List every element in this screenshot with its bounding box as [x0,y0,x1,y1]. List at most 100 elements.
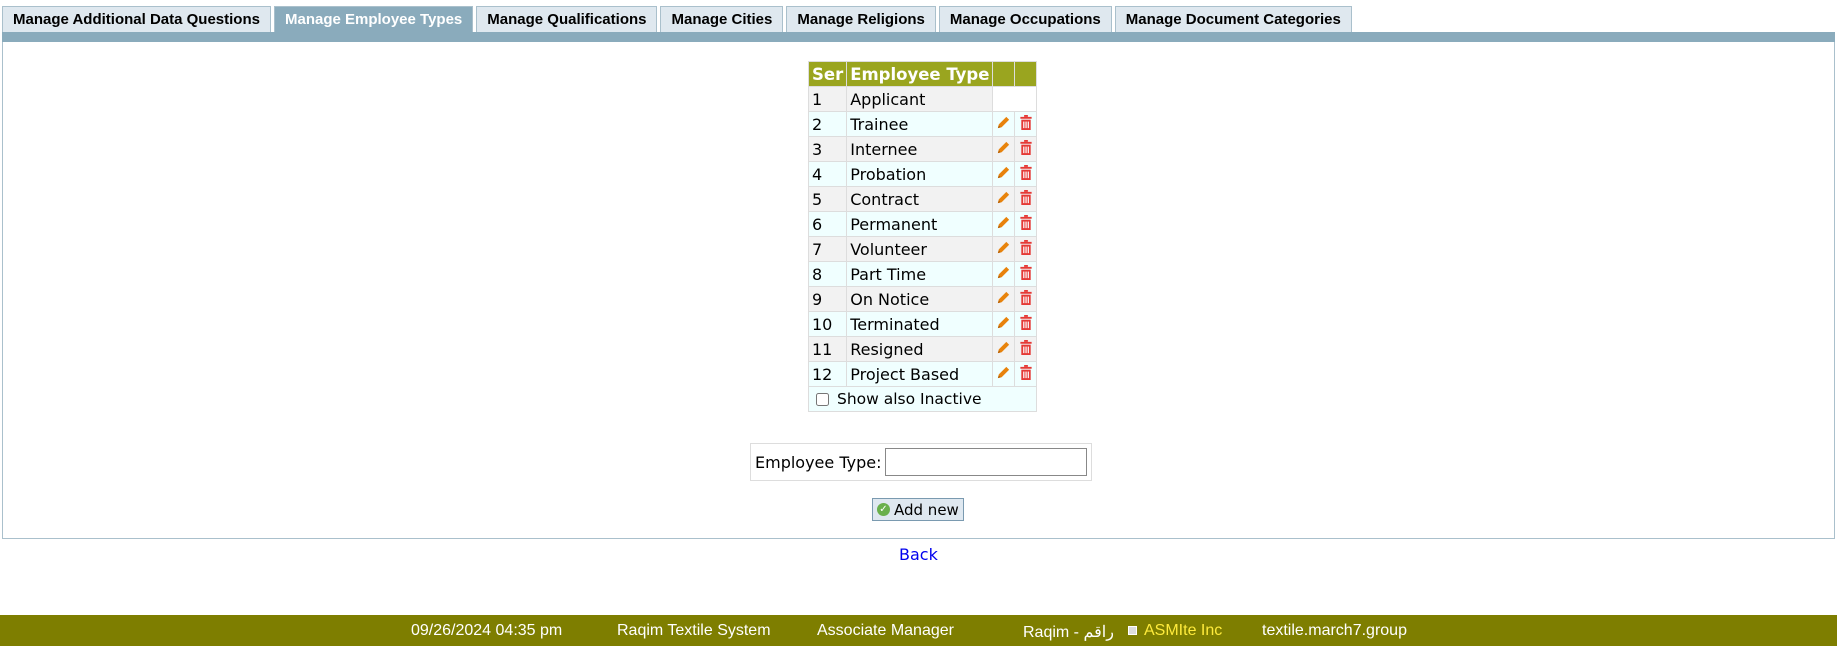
add-form: Employee Type: [750,443,1093,481]
footer-company[interactable]: ASMIte Inc [1144,622,1223,639]
show-inactive-checkbox[interactable] [816,392,829,406]
delete-button[interactable] [1014,236,1038,262]
content-panel [2,42,1835,539]
ser-cell: 5 [807,186,848,212]
pencil-icon [996,365,1011,384]
table-row: 1 Applicant [807,86,1038,112]
ser-cell: 3 [807,136,848,162]
tab-manage-cities[interactable]: Manage Cities [660,6,784,33]
no-actions [992,86,1038,112]
ser-cell: 4 [807,161,848,187]
trash-icon [1019,314,1033,334]
trash-icon [1019,114,1033,134]
footer-domain: textile.march7.group [1262,622,1407,639]
table-row: 3 Internee [807,136,1038,162]
type-cell: Permanent [846,211,994,237]
table-row: 5 Contract [807,186,1038,212]
edit-button[interactable] [992,186,1016,212]
ser-cell: 8 [807,261,848,287]
delete-button[interactable] [1014,286,1038,312]
edit-button[interactable] [992,286,1016,312]
table-row: 4 Probation [807,161,1038,187]
show-inactive-row: Show also Inactive [807,386,1038,412]
edit-button[interactable] [992,161,1016,187]
table-row: 9 On Notice [807,286,1038,312]
edit-button[interactable] [992,211,1016,237]
delete-button[interactable] [1014,361,1038,387]
tab-bar: Manage Additional Data Questions Manage E… [2,6,1352,39]
type-cell: On Notice [846,286,994,312]
edit-button[interactable] [992,311,1016,337]
add-new-button[interactable]: ✓ Add new [872,498,964,521]
tab-manage-occupations[interactable]: Manage Occupations [938,6,1112,33]
trash-icon [1019,364,1033,384]
employee-types-table: Ser Employee Type 1 Applicant 2 Trainee 3 Int… [807,61,1038,412]
footer-system: Raqim Textile System [617,622,771,639]
pencil-icon [996,315,1011,334]
tab-manage-additional-data-questions[interactable]: Manage Additional Data Questions [2,6,271,33]
col-ser: Ser [807,61,848,87]
employee-type-input[interactable] [885,448,1088,476]
ser-cell: 7 [807,236,848,262]
trash-icon [1019,164,1033,184]
tab-band [2,32,1835,42]
pencil-icon [996,190,1011,209]
tab-manage-qualifications[interactable]: Manage Qualifications [476,6,658,33]
table-row: 7 Volunteer [807,236,1038,262]
show-inactive-label: Show also Inactive [837,390,982,408]
type-cell: Terminated [846,311,994,337]
ser-cell: 6 [807,211,848,237]
type-cell: Internee [846,136,994,162]
type-cell: Contract [846,186,994,212]
edit-button[interactable] [992,236,1016,262]
edit-button[interactable] [992,361,1016,387]
pencil-icon [996,290,1011,309]
trash-icon [1019,214,1033,234]
trash-icon [1019,264,1033,284]
type-cell: Project Based [846,361,994,387]
tab-manage-religions[interactable]: Manage Religions [786,6,936,33]
type-cell: Applicant [846,86,994,112]
ser-cell: 11 [807,336,848,362]
edit-button[interactable] [992,336,1016,362]
pencil-icon [996,265,1011,284]
footer: 09/26/2024 04:35 pm Raqim Textile System… [0,615,1837,646]
delete-button[interactable] [1014,211,1038,237]
col-employee-type: Employee Type [846,61,994,87]
delete-button[interactable] [1014,311,1038,337]
col-edit [992,61,1016,87]
tab-manage-document-categories[interactable]: Manage Document Categories [1114,6,1352,33]
footer-role: Associate Manager [817,622,954,639]
check-icon: ✓ [877,503,890,516]
ser-cell: 1 [807,86,848,112]
delete-button[interactable] [1014,186,1038,212]
trash-icon [1019,139,1033,159]
trash-icon [1019,239,1033,259]
pencil-icon [996,215,1011,234]
footer-datetime: 09/26/2024 04:35 pm [411,622,563,639]
delete-button[interactable] [1014,111,1038,137]
delete-button[interactable] [1014,161,1038,187]
edit-button[interactable] [992,136,1016,162]
pencil-icon [996,340,1011,359]
back-link[interactable]: Back [899,545,938,564]
ser-cell: 12 [807,361,848,387]
table-row: 12 Project Based [807,361,1038,387]
pencil-icon [996,140,1011,159]
edit-button[interactable] [992,261,1016,287]
type-cell: Probation [846,161,994,187]
table-row: 10 Terminated [807,311,1038,337]
edit-button[interactable] [992,111,1016,137]
type-cell: Resigned [846,336,994,362]
delete-button[interactable] [1014,336,1038,362]
table-row: 6 Permanent [807,211,1038,237]
delete-button[interactable] [1014,261,1038,287]
table-row: 2 Trainee [807,111,1038,137]
trash-icon [1019,189,1033,209]
footer-brand: Raqim - راقم [1023,624,1114,641]
type-cell: Volunteer [846,236,994,262]
col-delete [1014,61,1038,87]
trash-icon [1019,289,1033,309]
delete-button[interactable] [1014,136,1038,162]
add-new-label: Add new [894,500,959,519]
